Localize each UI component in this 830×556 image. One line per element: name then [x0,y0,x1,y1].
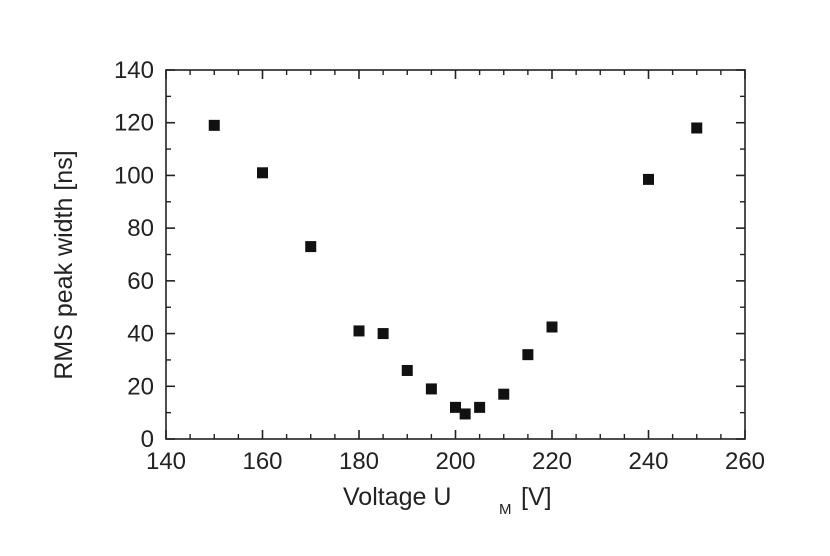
x-axis-label-subscript: M [499,501,512,518]
x-tick-labels: 140 160 180 200 220 240 260 [146,448,765,475]
minor-ticks [166,70,745,439]
x-tick-label: 160 [242,448,282,475]
data-point [498,388,510,400]
y-tick-label: 140 [114,57,154,84]
x-axis-label: Voltage U [343,483,451,511]
data-point [305,241,317,253]
data-point [401,364,413,376]
data-point [546,321,558,333]
major-ticks [165,69,746,440]
data-point [208,119,220,131]
y-tick-label: 120 [114,110,154,137]
y-tick-labels: 0 20 40 60 80 100 120 140 [114,57,154,453]
data-point [257,167,268,179]
x-tick-label: 140 [146,448,186,475]
data-point [474,401,486,413]
x-tick-label: 260 [725,448,765,475]
x-tick-label: 200 [435,448,475,475]
y-tick-label: 100 [114,162,154,189]
y-tick-label: 80 [127,215,154,242]
x-axis-label-unit: [V] [521,483,552,511]
data-point [377,328,389,340]
y-tick-label: 60 [127,268,154,295]
plot-frame [165,69,746,440]
y-tick-label: 0 [141,426,154,453]
x-tick-label: 240 [628,448,668,475]
x-tick-label: 180 [339,448,379,475]
data-point [643,173,654,185]
data-point [450,401,461,413]
data-point [425,383,437,395]
x-tick-label: 220 [532,448,572,475]
y-axis-label: RMS peak width [ns] [50,150,78,379]
y-tick-label: 40 [127,321,154,348]
data-point [691,122,703,134]
data-points [208,119,703,420]
data-point [522,349,534,361]
data-point [353,325,365,337]
y-tick-label: 20 [127,373,154,400]
data-point [459,408,471,420]
